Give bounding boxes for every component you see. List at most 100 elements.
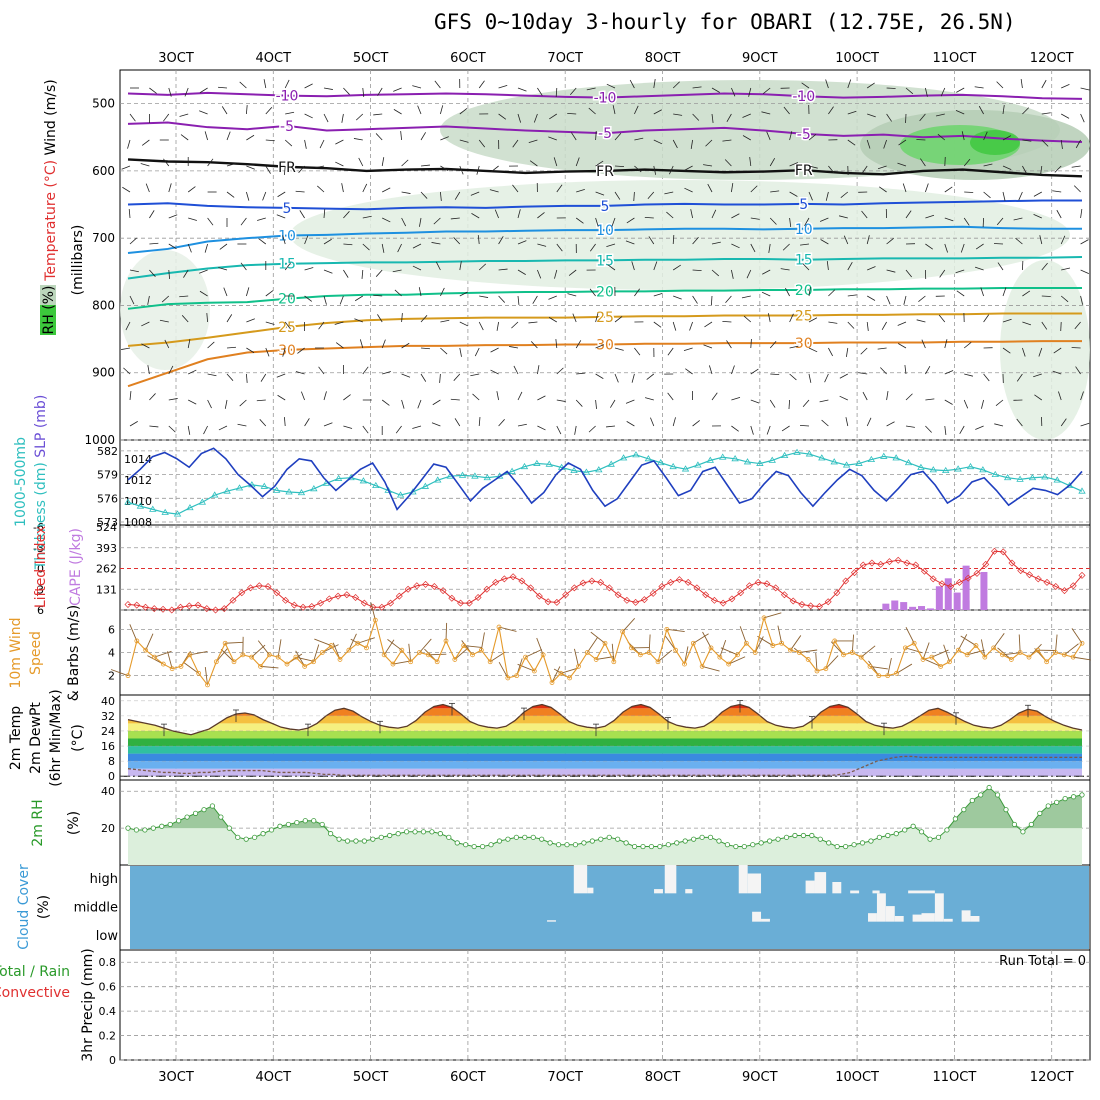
upper-wind-barb [606,83,616,89]
temperature-tick-label: 8 [108,755,115,768]
wind-speed-point [390,661,396,667]
upper-wind-barb [1034,394,1043,401]
y-axis-label-part: 2m RH [30,799,46,846]
x-axis-top-tick-label: 11OCT [933,51,977,66]
wind-speed-point [894,670,899,676]
upper-wind-barb [944,370,954,375]
wind-speed-point [902,645,908,651]
rh-point [420,829,427,835]
upper-wind-barb [925,398,935,401]
upper-wind-barb [897,321,907,326]
upper-wind-barb [905,87,914,95]
upper-wind-barb [549,113,558,120]
upper-wind-barb [295,190,305,193]
wind-barb [1071,628,1083,644]
cloud-cover-block [761,918,770,922]
cloud-cover-block [547,920,556,922]
upper-wind-barb [334,321,344,325]
upper-wind-barb [667,347,674,356]
upper-wind-barb [440,136,449,141]
upper-wind-barb [277,394,286,401]
upper-wind-barb [537,269,542,279]
wind-barb [860,645,876,658]
upper-wind-barb [684,187,693,193]
lifted-index-point [185,602,193,610]
upper-wind-barb [820,239,829,245]
wind-speed-point [355,640,361,646]
upper-wind-barb [925,243,934,250]
thickness-point [1078,487,1086,494]
rh-tick-label: 40 [101,785,115,798]
upper-wind-barb [1052,190,1062,193]
lifted-index-point [754,578,762,586]
upper-wind-barb [710,295,713,306]
wind-barb [815,653,818,672]
upper-wind-barb [981,399,984,409]
upper-wind-barb [847,79,852,89]
y-axis-label: Thickness (dm) SLP (mb) [33,395,49,571]
upper-wind-barb [940,87,946,97]
thickness-point [372,481,380,489]
cloud-cover-block [752,911,762,922]
upper-wind-barb [886,113,892,122]
upper-wind-barb [530,341,538,349]
upper-wind-barb [692,236,699,245]
rh-point [707,834,714,840]
wind-speed-point [699,663,705,669]
wind-barb [370,602,376,621]
upper-wind-barb [614,316,623,323]
thickness-point [173,510,182,517]
lifted-index-point [562,591,570,599]
upper-wind-barb [1002,318,1012,323]
pressure-tick-label: 1000 [84,433,115,447]
thickness-point [669,462,677,470]
y-axis-label-part: Wind (m/s) [43,79,59,155]
rh-point [336,836,342,842]
wind-barb [993,633,1005,649]
upper-wind-barb [284,139,293,147]
upper-wind-barb [284,416,286,427]
wind-barb [851,634,855,653]
upper-wind-barb [362,87,365,97]
rh-point [192,810,199,816]
upper-wind-barb [517,240,527,245]
upper-wind-barb [920,158,926,167]
wind-speed-point [867,663,873,669]
upper-wind-barb [420,191,428,199]
upper-wind-barb [761,111,771,115]
upper-wind-barb [218,267,228,271]
rh-point [1062,795,1068,802]
cape-bar [944,578,952,610]
cape-tick-label: 393 [96,542,117,555]
rh-point [260,831,266,837]
cloud-cover-block [876,893,886,922]
isotherm-label: -5 [280,119,294,135]
rh-point [488,842,494,848]
thickness-point [743,458,752,465]
wind-speed-point [973,643,979,648]
upper-wind-barb [183,269,189,278]
upper-wind-barb [498,268,508,271]
upper-wind-barb [1002,287,1007,297]
upper-wind-barb [883,139,887,149]
lifted-index-point [527,584,535,592]
upper-wind-barb [918,295,926,302]
panel-frame-stability [119,524,1091,611]
isotherm-label: FR [795,163,813,179]
wind-barb [957,634,968,651]
lifted-index-point [632,598,640,606]
upper-wind-barb [847,321,855,329]
wind-speed-point [1061,652,1067,658]
thickness-point [681,465,690,472]
wind-barb [728,656,746,665]
thickness-point [198,498,207,505]
wind-speed-point [222,640,228,646]
upper-wind-barb [477,235,480,245]
rh-point [994,792,1001,798]
rh-point [648,843,655,850]
thickness-point [297,488,306,496]
lifted-index-point [990,547,998,555]
thickness-point [1028,473,1037,481]
wind-speed-point [134,638,140,644]
